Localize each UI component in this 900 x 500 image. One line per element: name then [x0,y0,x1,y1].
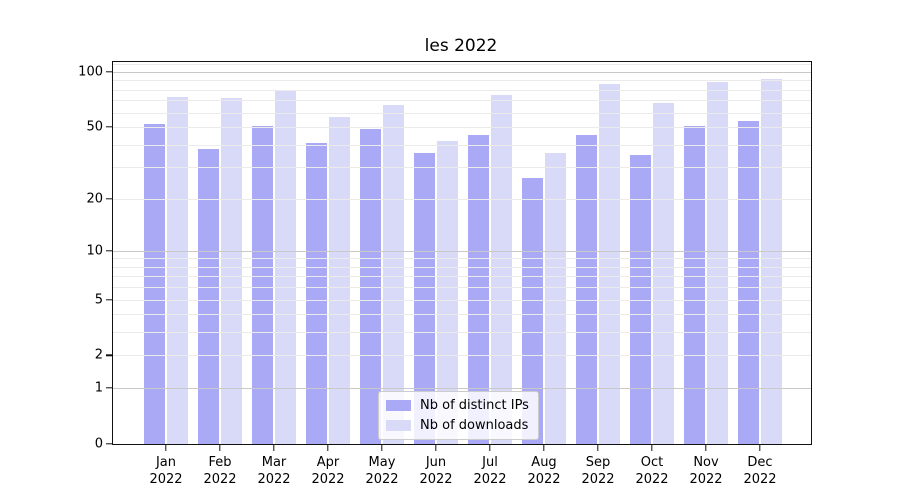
x-tick-mark [759,445,761,451]
bar-downloads [221,98,242,444]
y-tick-mark [106,197,112,200]
bar-downloads [329,116,350,444]
y-tick-label: 2 [94,347,103,363]
x-tick-mark [489,445,491,451]
x-tick-label: Dec 2022 [743,455,777,487]
gridline-minor [113,80,811,82]
x-tick-label: Jun 2022 [419,455,453,487]
gridline-minor [113,258,811,260]
bar-distinct-ips [252,125,273,444]
bar-downloads [599,84,620,444]
x-tick-label: Sep 2022 [581,455,615,487]
gridline-minor [113,299,811,301]
y-tick-label: 0 [94,436,103,452]
legend: Nb of distinct IPs Nb of downloads [378,391,539,440]
gridline-minor [113,89,811,91]
gridline-minor [113,355,811,357]
y-tick-label: 50 [86,119,103,135]
x-tick-label: Mar 2022 [257,455,291,487]
bar-distinct-ips [630,155,651,444]
bar-distinct-ips [144,124,165,444]
x-tick-mark [597,445,599,451]
gridline-minor [113,198,811,200]
y-tick-label: 100 [78,64,103,80]
bar-distinct-ips [468,135,489,444]
gridline-minor [113,100,811,102]
y-tick-label: 10 [86,243,103,259]
bar-distinct-ips [198,148,219,444]
x-tick-mark [327,445,329,451]
bar-distinct-ips [738,121,759,444]
gridline-minor [113,266,811,268]
x-tick-mark [273,445,275,451]
x-tick-label: Jul 2022 [473,455,507,487]
y-tick-mark [106,443,112,445]
legend-item-distinct-ips: Nb of distinct IPs [386,398,529,413]
gridline-minor [113,314,811,316]
bar-downloads [761,78,782,444]
x-tick-label: Oct 2022 [635,455,669,487]
x-tick-mark [219,445,221,451]
legend-swatch-downloads [386,420,411,431]
y-tick-label: 20 [86,191,103,207]
gridline-minor [113,332,811,334]
y-tick-mark [106,354,112,357]
x-tick-label: Aug 2022 [527,455,561,487]
gridline-minor [113,127,811,129]
x-tick-mark [651,445,653,451]
bar-distinct-ips [684,125,705,444]
gridline-minor [113,276,811,278]
bar-distinct-ips [522,178,543,444]
gridline-minor [113,167,811,169]
bar-downloads [437,140,458,444]
gridline-minor [113,64,811,66]
gridline-major [113,72,811,73]
bar-distinct-ips [360,128,381,444]
y-tick-mark [106,298,112,301]
x-tick-label: Nov 2022 [689,455,723,487]
x-tick-mark [165,445,167,451]
gridline-minor [113,112,811,114]
gridline-minor [113,144,811,146]
x-tick-label: Jan 2022 [149,455,183,487]
gridline-major [113,250,811,252]
x-tick-label: Apr 2022 [311,455,345,487]
x-tick-mark [543,445,545,451]
bar-distinct-ips [306,142,327,444]
y-tick-mark [106,126,112,128]
x-tick-mark [435,445,437,451]
y-tick-label: 5 [94,292,103,308]
bar-downloads [653,102,674,444]
y-tick-label: 1 [94,380,103,396]
bar-downloads [491,94,512,444]
gridline-major [113,388,811,390]
bar-downloads [383,105,404,444]
legend-item-downloads: Nb of downloads [386,418,529,433]
bar-downloads [167,97,188,444]
legend-label: Nb of downloads [420,418,529,433]
plot-area: 100 50 20 10 5 2 1 0 Jan 2022 Feb 2022 Mar 2022 Apr 202… [78,61,812,487]
x-tick-mark [381,445,383,451]
legend-label: Nb of distinct IPs [420,398,529,413]
bar-downloads [707,82,728,444]
x-tick-label: Feb 2022 [203,455,237,487]
x-tick-label: May 2022 [365,455,399,487]
x-tick-mark [705,445,707,451]
bar-downloads [545,152,566,444]
bar-distinct-ips [576,135,597,444]
bar-distinct-ips [414,152,435,444]
legend-swatch-distinct-ips [386,400,411,411]
chart-title: les 2022 [424,36,498,56]
y-tick-mark [106,387,112,389]
y-tick-mark [106,249,112,252]
y-tick-mark [106,71,112,73]
gridline-minor [113,287,811,289]
